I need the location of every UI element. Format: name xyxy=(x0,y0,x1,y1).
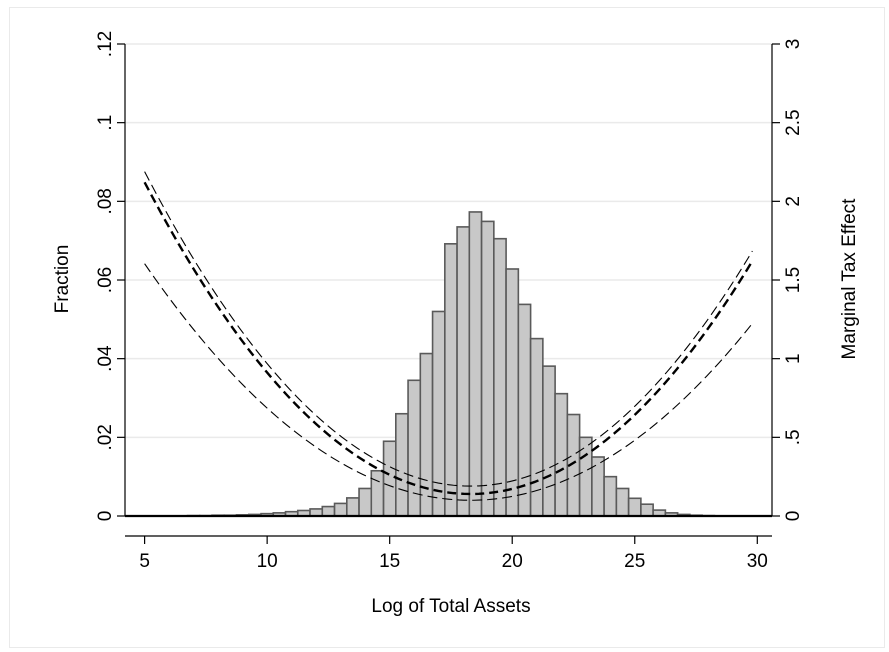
histogram-bar xyxy=(370,469,385,517)
y-left-tick-label: 0 xyxy=(95,511,116,522)
histogram-bar xyxy=(431,310,446,517)
histogram-bar xyxy=(615,487,630,517)
histogram-bar xyxy=(468,211,483,517)
histogram-bar xyxy=(407,379,422,517)
histogram-bars xyxy=(186,211,716,517)
x-tick-label: 25 xyxy=(624,551,645,572)
y-right-tick-label: 3 xyxy=(783,39,804,50)
histogram-bar xyxy=(333,502,348,517)
histogram-bar xyxy=(627,497,642,517)
histogram-bar xyxy=(419,352,434,517)
x-axis-label: Log of Total Assets xyxy=(371,596,530,617)
histogram-bar xyxy=(345,497,360,517)
labels: Log of Total Assets Fraction Marginal Ta… xyxy=(52,198,860,617)
confidence-bound-curve xyxy=(144,171,753,487)
x-tick-label: 30 xyxy=(747,551,768,572)
histogram-bar xyxy=(640,503,654,517)
histogram-bar xyxy=(603,475,618,517)
histogram-bar xyxy=(591,456,605,517)
y-left-tick-label: .04 xyxy=(95,345,116,372)
curve-lines xyxy=(125,171,772,518)
estimate-curve xyxy=(143,181,754,496)
histogram-bar xyxy=(358,487,373,517)
histogram-bar xyxy=(456,226,471,517)
y-left-tick-label: .02 xyxy=(95,424,116,450)
histogram-bar xyxy=(542,365,556,517)
y-left-tick-label: .12 xyxy=(95,31,116,57)
y-right-tick-label: .5 xyxy=(783,429,804,445)
y-right-tick-label: 2 xyxy=(783,196,804,207)
y-right-tick-label: 1 xyxy=(783,353,804,364)
y-axis-right-label: Marginal Tax Effect xyxy=(839,198,860,360)
histogram-bar xyxy=(493,237,507,517)
x-tick-label: 10 xyxy=(257,551,278,572)
histogram-bar xyxy=(505,268,520,517)
axes: 5 10 15 20 25 30 0 .02 .04 .06 .08 .1 .12 0 .5 1 1.5 2 2.5… xyxy=(95,31,804,572)
y-left-tick-label: .08 xyxy=(95,188,116,214)
y-right-tick-label: 1.5 xyxy=(783,267,804,293)
chart-border xyxy=(9,7,885,648)
histogram-bar xyxy=(444,243,458,517)
y-right-tick-label: 0 xyxy=(783,511,804,522)
histogram-bar xyxy=(554,392,569,517)
histogram-bar xyxy=(321,505,336,517)
y-axis-left-label: Fraction xyxy=(52,245,73,314)
y-right-tick-label: 2.5 xyxy=(783,109,804,135)
y-left-tick-label: .1 xyxy=(95,115,116,131)
confidence-bound-curve xyxy=(144,263,753,501)
grid-layer xyxy=(125,43,772,439)
x-tick-label: 5 xyxy=(139,551,150,572)
y-left-tick-label: .06 xyxy=(95,267,116,293)
histogram-bar xyxy=(480,220,495,517)
histogram-bar xyxy=(382,440,397,517)
histogram-bar xyxy=(395,412,409,517)
x-tick-label: 20 xyxy=(502,551,523,572)
x-tick-label: 15 xyxy=(379,551,400,572)
